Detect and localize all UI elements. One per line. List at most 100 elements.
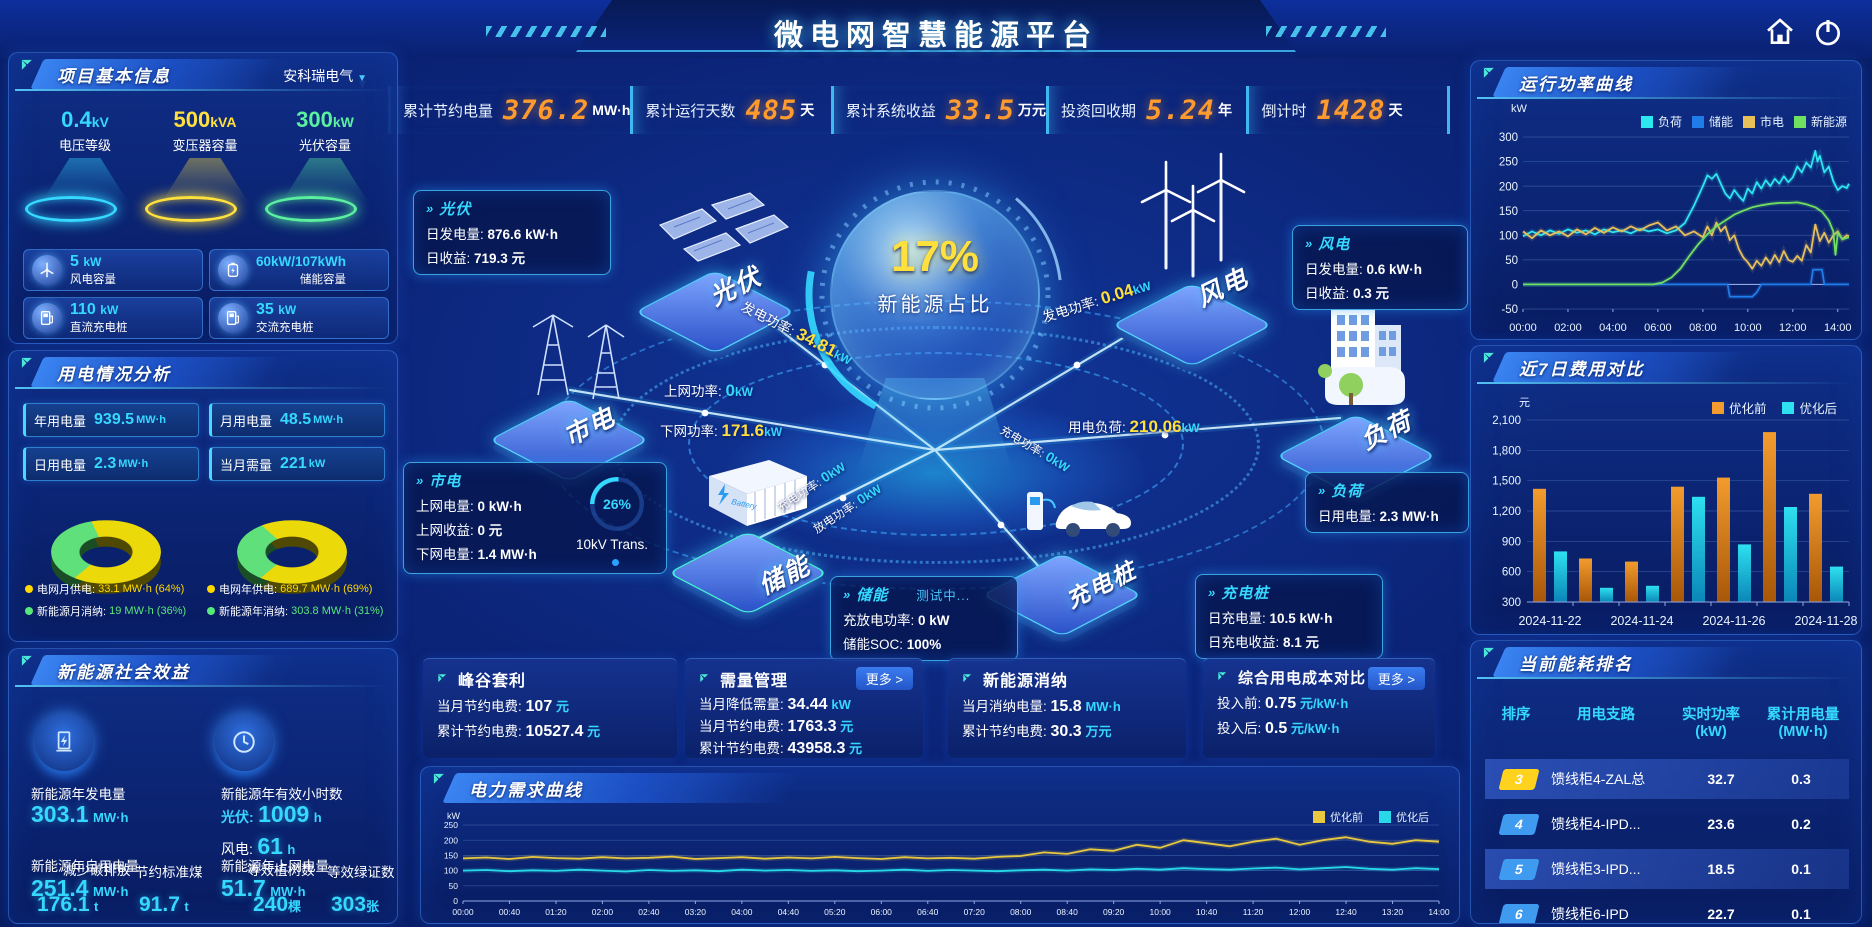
svg-text:0: 0: [453, 896, 458, 906]
wind-hours: 风电: 61 h: [221, 833, 296, 859]
corner-arrow-icon: [433, 773, 444, 784]
stat-month-usage: 月用电量 48.5 MW·h: [209, 403, 385, 437]
corner-arrow-icon: [1218, 672, 1227, 681]
corner-arrow-icon: [21, 655, 32, 666]
svg-text:13:20: 13:20: [1382, 907, 1404, 917]
home-icon[interactable]: [1764, 16, 1796, 48]
renewable-share-sphere: [830, 190, 1040, 400]
double-arrow-icon: »: [426, 201, 433, 216]
svg-text:00:00: 00:00: [1509, 322, 1537, 333]
svg-text:14:00: 14:00: [1428, 907, 1450, 917]
svg-text:1,800: 1,800: [1492, 445, 1521, 457]
svg-text:12:40: 12:40: [1335, 907, 1357, 917]
hours-label: 新能源年有效小时数: [221, 787, 343, 802]
header-right-stripes-icon: [1266, 26, 1386, 37]
corner-arrow-icon: [21, 357, 32, 368]
transformer-label: 10kV Trans.: [576, 537, 649, 552]
svg-text:08:40: 08:40: [1057, 907, 1079, 917]
power-legend: 负荷 储能 市电 新能源: [1640, 113, 1847, 130]
header-left-stripes-icon: [486, 26, 606, 37]
svg-text:2,100: 2,100: [1492, 415, 1521, 427]
panel-cost-compare: 近7日费用对比 元 优化前 优化后 300 600 900 1,200 1,500 1,8…: [1470, 345, 1862, 635]
sphere-arcs: [805, 165, 1065, 425]
svg-text:0: 0: [1512, 280, 1518, 292]
card-cost-compare: 综合用电成本对比 更多 > 投入前: 0.75 元/kW·h 投入后: 0.5 …: [1203, 658, 1435, 758]
svg-text:00:40: 00:40: [499, 907, 521, 917]
corner-arrow-icon: [963, 673, 972, 682]
double-arrow-icon: »: [843, 587, 850, 602]
legend-swatch: [1711, 401, 1724, 414]
podium-transformer: 500kVA 变压器容量: [145, 107, 265, 222]
page-title: 微电网智慧能源平台: [773, 20, 1099, 52]
card-renewable-consumption: 新能源消纳 当月消纳电量: 15.8 MW·h 累计节约电费: 30.3 万元: [948, 658, 1186, 758]
kpi-run-days: 累计运行天数 485 天: [630, 86, 831, 134]
load-info-box: » 负荷 日用电量: 2.3 MW·h: [1305, 472, 1469, 533]
flow-grid-up: 上网功率: 0kW: [664, 381, 753, 400]
svg-text:10:00: 10:00: [1150, 907, 1172, 917]
certs-value: 303张: [331, 893, 380, 916]
load-node: 负荷: [1255, 295, 1465, 506]
panel-title: 近7日费用对比: [1519, 360, 1645, 379]
charger-node: 充电桩: [965, 468, 1175, 645]
ranking-row[interactable]: 3 馈线柜4-ZAL总 32.7 0.3: [1485, 759, 1849, 799]
legend-swatch: [1313, 811, 1325, 823]
cost-legend: 优化前 优化后: [1711, 398, 1837, 417]
clock-icon: [215, 713, 273, 771]
coal-value: 91.7 t: [139, 893, 189, 916]
company-dropdown[interactable]: 安科瑞电气 ▼: [283, 68, 367, 84]
panel-title: 用电情况分析: [57, 365, 171, 384]
svg-text:2024-11-24: 2024-11-24: [1610, 614, 1673, 628]
power-y-unit: kW: [1511, 103, 1527, 115]
demand-curve-chart: 0 50 100 150 200 250 00:00 00:40 01:20 02:00 02:40…: [429, 819, 1453, 922]
month-energy-donut: [51, 497, 161, 594]
panel-power-curve: 运行功率曲线 kW 负荷 储能 市电 新能源 -50 0 50 100 150 200 25…: [1470, 60, 1862, 340]
svg-text:900: 900: [1502, 536, 1521, 548]
legend-swatch: [1691, 115, 1704, 128]
svg-text:50: 50: [1505, 255, 1518, 267]
svg-text:150: 150: [444, 850, 458, 860]
ranking-row[interactable]: 4 馈线柜4-IPD... 23.6 0.2: [1485, 804, 1849, 844]
power-icon[interactable]: [1812, 16, 1844, 48]
card-peak-valley: 峰谷套利 当月节约电费: 107 元 累计节约电费: 10527.4 元: [423, 658, 677, 758]
svg-text:08:00: 08:00: [1689, 322, 1717, 333]
storage-node: Battery 储能: [655, 440, 855, 623]
togrid-value: 51.7 MW·h: [221, 875, 306, 901]
svg-text:10:40: 10:40: [1196, 907, 1218, 917]
legend-swatch: [1379, 811, 1391, 823]
corner-arrow-icon: [438, 673, 447, 682]
top-header: 微电网智慧能源平台: [0, 0, 1872, 58]
svg-text:07:20: 07:20: [964, 907, 986, 917]
legend-swatch: [1640, 115, 1653, 128]
svg-text:50: 50: [449, 881, 459, 891]
panel-project-info: 项目基本信息 安科瑞电气 ▼ 0.4kV 电压等级 500kVA 变压器容量 3…: [8, 52, 398, 344]
grid-info-box: » 市电 上网电量: 0 kW·h 上网收益: 0 元 下网电量: 1.4 MW·…: [403, 462, 667, 574]
svg-text:10:00: 10:00: [1734, 322, 1762, 333]
corner-arrow-icon: [700, 673, 709, 682]
legend-swatch: [1782, 401, 1795, 414]
corner-arrow-icon: [21, 59, 32, 70]
svg-text:05:20: 05:20: [824, 907, 846, 917]
panel-energy-ranking: 当前能耗排名 排序 用电支路 实时功率 (kW) 累计用电量 (MW·h) 3 馈线…: [1470, 640, 1862, 924]
svg-text:01:20: 01:20: [545, 907, 567, 917]
svg-text:2024-11-22: 2024-11-22: [1518, 614, 1581, 628]
ranking-row[interactable]: 6 馈线柜6-IPD 22.7 0.1: [1485, 894, 1849, 923]
chevron-down-icon: ▼: [357, 73, 367, 84]
svg-text:06:40: 06:40: [917, 907, 939, 917]
year-energy-donut: [237, 497, 347, 594]
legend-grid-year: 电网年供电: 689.7 MW·h (69%): [207, 581, 372, 597]
testing-badge: 测试中...: [916, 589, 971, 603]
wind-info-box: » 风电 日发电量: 0.6 kW·h 日收益: 0.3 元: [1292, 225, 1468, 310]
ev-charging-illustration: [1027, 492, 1131, 537]
pv-node: 光伏: [622, 185, 822, 362]
panel-usage-analysis: 用电情况分析 年用电量 939.5 MW·h 月用电量 48.5 MW·h 日用电量 2.…: [8, 350, 398, 642]
carousel-dot[interactable]: [612, 559, 619, 566]
kpi-countdown: 倒计时 1428 天: [1246, 86, 1450, 134]
demand-more-button[interactable]: 更多 >: [855, 667, 913, 690]
legend-swatch: [1793, 115, 1806, 128]
cost-more-button[interactable]: 更多 >: [1367, 667, 1425, 690]
ranking-row[interactable]: 5 馈线柜3-IPD... 18.5 0.1: [1485, 849, 1849, 889]
stat-month-demand: 当月需量 221 kW: [209, 447, 385, 481]
grid-node: 市电: [478, 295, 678, 490]
card-dc-charger: 110 kW 直流充电桩: [23, 297, 203, 339]
generation-icon: [35, 713, 93, 771]
